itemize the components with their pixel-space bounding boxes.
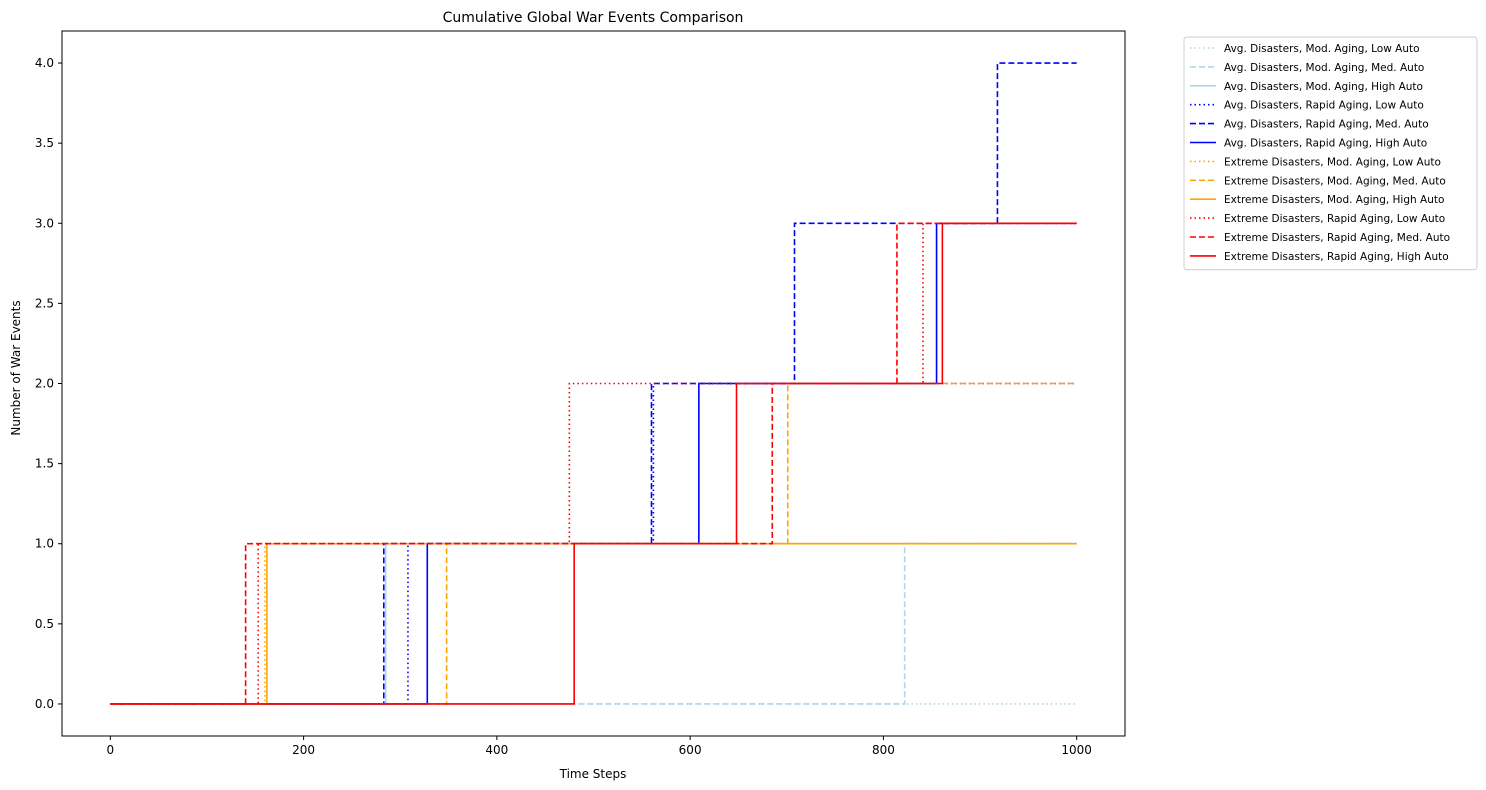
x-tick-label: 0 <box>106 743 114 757</box>
series-line-10 <box>110 222 1077 705</box>
series-line-3 <box>110 542 1077 705</box>
x-axis-ticks: 0 200 400 600 800 1000 <box>106 736 1092 757</box>
legend-label-12: Extreme Disasters, Rapid Aging, High Aut… <box>1224 251 1449 263</box>
series-line-7 <box>110 542 1077 705</box>
x-tick-label: 600 <box>679 743 702 757</box>
y-tick-label: 3.5 <box>35 136 54 150</box>
x-tick-label: 200 <box>292 743 315 757</box>
legend-label-3: Avg. Disasters, Mod. Aging, High Auto <box>1224 81 1423 93</box>
y-tick-label: 2.0 <box>35 377 54 391</box>
y-tick-label: 0.5 <box>35 617 54 631</box>
x-tick-label: 800 <box>872 743 895 757</box>
legend-label-4: Avg. Disasters, Rapid Aging, Low Auto <box>1224 100 1424 112</box>
legend-label-6: Avg. Disasters, Rapid Aging, High Auto <box>1224 138 1427 150</box>
plot-series-group <box>110 62 1077 705</box>
y-tick-label: 4.0 <box>35 56 54 70</box>
legend-label-9: Extreme Disasters, Mod. Aging, High Auto <box>1224 194 1444 206</box>
series-line-6 <box>110 222 1077 705</box>
legend-label-11: Extreme Disasters, Rapid Aging, Med. Aut… <box>1224 232 1450 244</box>
legend-box <box>1183 36 1478 271</box>
legend-label-2: Avg. Disasters, Mod. Aging, Med. Auto <box>1224 62 1424 74</box>
y-tick-label: 2.5 <box>35 296 54 310</box>
y-tick-label: 1.5 <box>35 457 54 471</box>
y-tick-label: 0.0 <box>35 697 54 711</box>
x-tick-label: 1000 <box>1061 743 1092 757</box>
legend-label-7: Extreme Disasters, Mod. Aging, Low Auto <box>1224 156 1441 168</box>
legend-label-10: Extreme Disasters, Rapid Aging, Low Auto <box>1224 213 1445 225</box>
series-line-5 <box>110 62 1077 705</box>
series-line-11 <box>110 222 1077 705</box>
y-tick-label: 3.0 <box>35 216 54 230</box>
legend-items: Avg. Disasters, Mod. Aging, Low Auto Avg.… <box>1190 43 1450 263</box>
series-line-12 <box>110 222 1077 705</box>
series-line-9 <box>110 542 1077 705</box>
series-line-2 <box>110 542 1077 705</box>
legend-label-1: Avg. Disasters, Mod. Aging, Low Auto <box>1224 43 1420 55</box>
y-axis-label: Number of War Events <box>9 300 23 435</box>
chart-title: Cumulative Global War Events Comparison <box>443 10 744 26</box>
legend-label-8: Extreme Disasters, Mod. Aging, Med. Auto <box>1224 175 1446 187</box>
x-tick-label: 400 <box>485 743 508 757</box>
y-tick-label: 1.0 <box>35 537 54 551</box>
x-axis-label: Time Steps <box>559 767 627 781</box>
legend: Avg. Disasters, Mod. Aging, Low Auto Avg.… <box>1183 36 1478 271</box>
y-axis-ticks: 0.0 0.5 1.0 1.5 2.0 2.5 3.0 3.5 4.0 <box>35 56 62 711</box>
legend-label-5: Avg. Disasters, Rapid Aging, Med. Auto <box>1224 119 1429 131</box>
